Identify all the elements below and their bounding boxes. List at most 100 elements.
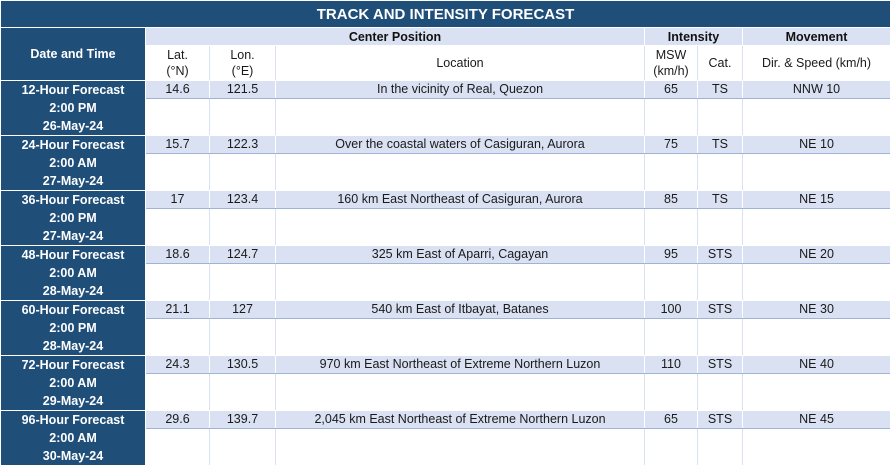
spacer-cell (276, 99, 645, 136)
spacer-cell (698, 264, 743, 301)
row-movement: NE 10 (743, 136, 890, 154)
row-forecast-label: 72-Hour Forecast (1, 356, 145, 374)
spacer-cell (698, 374, 743, 411)
row-forecast-label: 36-Hour Forecast (1, 191, 145, 209)
row-date: 28-May-24 (1, 337, 145, 355)
row-cat: STS (698, 246, 743, 264)
spacer-cell (276, 264, 645, 301)
row-location: Over the coastal waters of Casiguran, Au… (276, 136, 645, 154)
row-msw: 100 (645, 301, 698, 319)
header-dir-speed: Dir. & Speed (km/h) (743, 46, 890, 81)
spacer-cell (210, 209, 276, 246)
row-msw: 75 (645, 136, 698, 154)
row-movement: NE 40 (743, 356, 890, 374)
spacer-cell (210, 154, 276, 191)
row-cat: TS (698, 136, 743, 154)
row-time: 2:00 AM (1, 429, 145, 447)
spacer-cell (645, 264, 698, 301)
spacer-cell (698, 319, 743, 356)
spacer-cell (645, 99, 698, 136)
header-lat-line2: (°N) (146, 63, 209, 79)
spacer-cell (146, 99, 210, 136)
row-msw: 110 (645, 356, 698, 374)
row-cat: STS (698, 411, 743, 429)
spacer-cell (743, 209, 890, 246)
spacer-cell (146, 319, 210, 356)
row-date: 27-May-24 (1, 227, 145, 245)
spacer-cell (743, 99, 890, 136)
row-time: 2:00 AM (1, 374, 145, 392)
row-cat: STS (698, 301, 743, 319)
header-msw-line1: MSW (645, 47, 697, 63)
row-movement: NE 15 (743, 191, 890, 209)
row-msw: 85 (645, 191, 698, 209)
spacer-cell (645, 154, 698, 191)
row-lon: 127 (210, 301, 276, 319)
spacer-cell (276, 374, 645, 411)
row-date: 30-May-24 (1, 447, 145, 465)
row-location: 160 km East Northeast of Casiguran, Auro… (276, 191, 645, 209)
row-location: In the vicinity of Real, Quezon (276, 81, 645, 99)
row-lon: 139.7 (210, 411, 276, 429)
row-date: 27-May-24 (1, 172, 145, 190)
row-forecast-label: 24-Hour Forecast (1, 136, 145, 154)
header-lat-line1: Lat. (146, 47, 209, 63)
spacer-cell (146, 264, 210, 301)
row-lon: 122.3 (210, 136, 276, 154)
row-lon: 123.4 (210, 191, 276, 209)
header-lon-line1: Lon. (210, 47, 275, 63)
header-date-time: Date and Time (1, 28, 146, 81)
row-cat: TS (698, 191, 743, 209)
row-date: 28-May-24 (1, 282, 145, 300)
spacer-cell (743, 374, 890, 411)
header-cat: Cat. (698, 46, 743, 81)
spacer-cell (210, 319, 276, 356)
row-time: 2:00 AM (1, 264, 145, 282)
spacer-cell (146, 154, 210, 191)
row-cat: STS (698, 356, 743, 374)
row-lat: 17 (146, 191, 210, 209)
header-lat: Lat. (°N) (146, 46, 210, 81)
row-date: 26-May-24 (1, 117, 145, 135)
header-center-position: Center Position (146, 28, 645, 46)
header-lon: Lon. (°E) (210, 46, 276, 81)
row-location: 325 km East of Aparri, Cagayan (276, 246, 645, 264)
row-movement: NE 20 (743, 246, 890, 264)
spacer-cell (698, 154, 743, 191)
row-forecast-label: 48-Hour Forecast (1, 246, 145, 264)
row-forecast-label: 60-Hour Forecast (1, 301, 145, 319)
row-msw: 65 (645, 411, 698, 429)
row-lat: 15.7 (146, 136, 210, 154)
spacer-cell (743, 319, 890, 356)
spacer-cell (698, 99, 743, 136)
row-location: 970 km East Northeast of Extreme Norther… (276, 356, 645, 374)
row-time: 2:00 AM (1, 154, 145, 172)
spacer-cell (743, 264, 890, 301)
row-forecast-label: 96-Hour Forecast (1, 411, 145, 429)
header-msw: MSW (km/h) (645, 46, 698, 81)
row-lat: 24.3 (146, 356, 210, 374)
spacer-cell (276, 154, 645, 191)
row-date: 29-May-24 (1, 392, 145, 410)
spacer-cell (645, 319, 698, 356)
spacer-cell (146, 374, 210, 411)
row-time: 2:00 PM (1, 99, 145, 117)
row-time: 2:00 PM (1, 209, 145, 227)
row-forecast-label: 12-Hour Forecast (1, 81, 145, 99)
spacer-cell (210, 374, 276, 411)
header-lon-line2: (°E) (210, 63, 275, 79)
header-intensity: Intensity (645, 28, 743, 46)
header-location: Location (276, 46, 645, 81)
row-movement: NE 45 (743, 411, 890, 429)
spacer-cell (210, 264, 276, 301)
